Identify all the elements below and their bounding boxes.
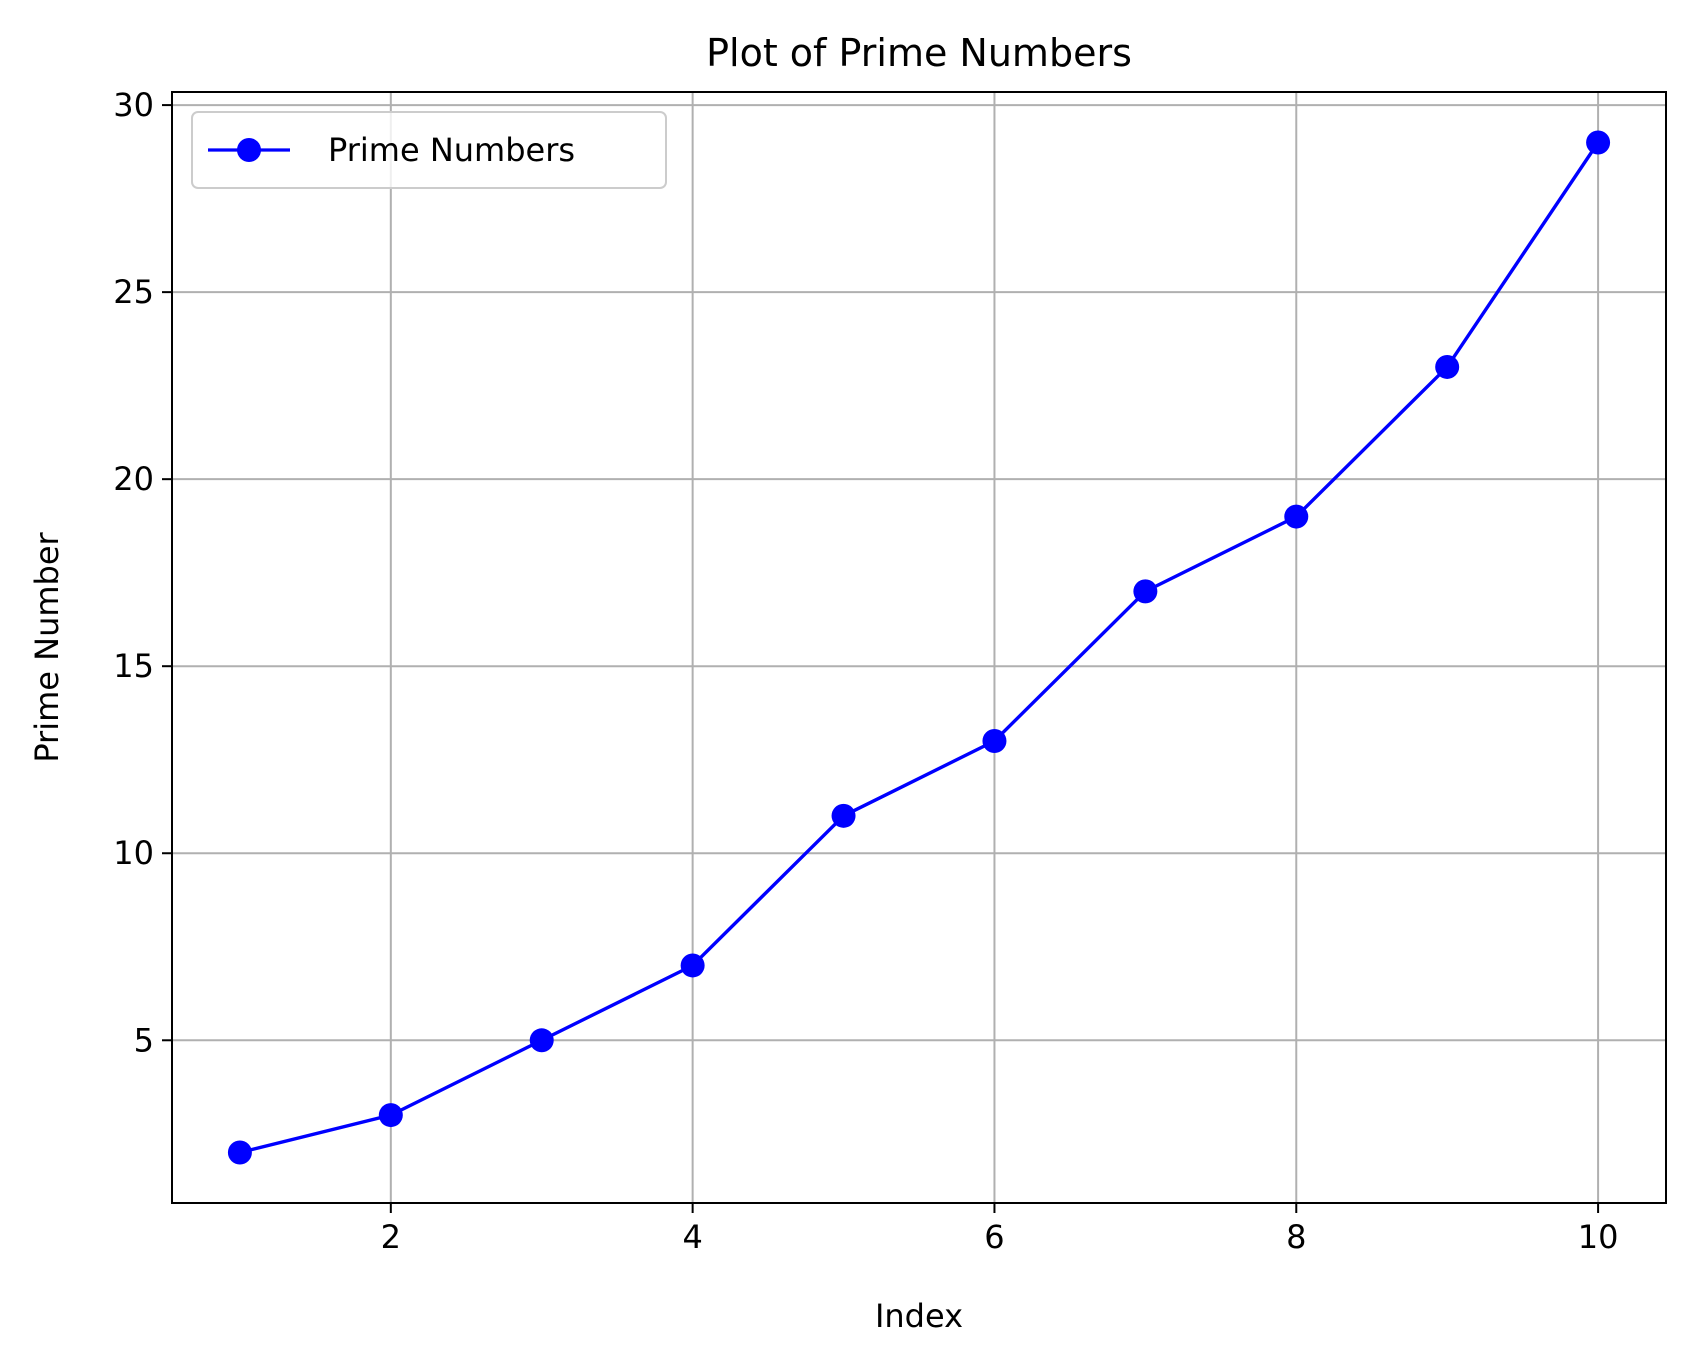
grid-lines [172, 92, 1666, 1203]
data-point [1435, 354, 1460, 379]
y-tick-label: 25 [113, 273, 154, 311]
legend-marker-swatch [237, 138, 261, 162]
y-tick-label: 5 [134, 1021, 154, 1059]
data-point [1284, 504, 1309, 529]
data-point [680, 953, 705, 978]
legend: Prime Numbers [191, 111, 667, 189]
y-tick-label: 10 [113, 834, 154, 872]
series-line [239, 141, 1600, 1155]
legend-box [191, 111, 667, 189]
plot-frame [171, 91, 1667, 1204]
data-point [1133, 579, 1158, 604]
data-series [227, 130, 1611, 1165]
y-axis-label: Prime Number [28, 531, 66, 762]
data-point [378, 1103, 403, 1128]
y-tick-label: 30 [113, 86, 154, 124]
data-point [982, 729, 1007, 754]
y-tick-label: 20 [113, 460, 154, 498]
legend-label: Prime Numbers [328, 131, 575, 169]
y-tick-label: 15 [113, 647, 154, 685]
x-tick-label: 2 [381, 1218, 401, 1256]
x-tick-label: 4 [682, 1218, 702, 1256]
x-tick-label: 8 [1286, 1218, 1306, 1256]
axis-ticks: 2 4 6 8 10 5 10 15 20 25 30 [113, 86, 1618, 1256]
data-point [529, 1028, 554, 1053]
data-point [227, 1140, 252, 1165]
data-point [831, 803, 856, 828]
chart-title: Plot of Prime Numbers [706, 31, 1132, 75]
x-tick-label: 6 [984, 1218, 1004, 1256]
x-tick-label: 10 [1578, 1218, 1619, 1256]
data-point [1586, 130, 1611, 155]
x-axis-label: Index [875, 1297, 963, 1335]
